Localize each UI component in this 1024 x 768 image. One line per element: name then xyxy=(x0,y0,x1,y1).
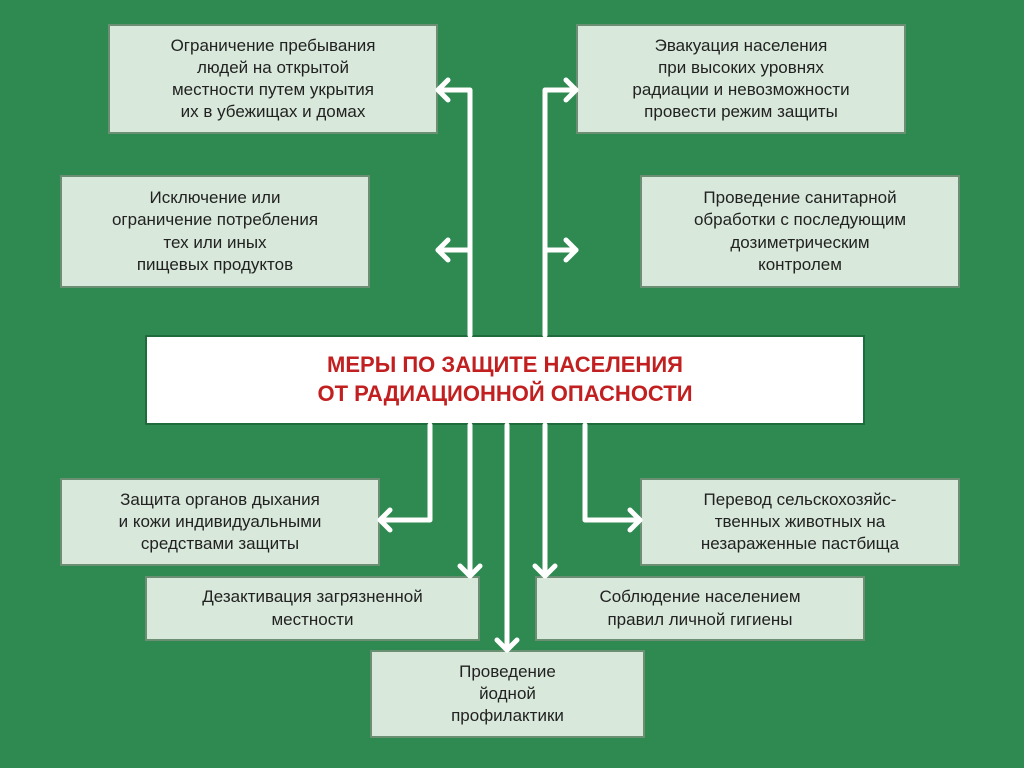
node-n3: Исключение илиограничение потреблениятех… xyxy=(60,175,370,288)
node-n4: Проведение санитарнойобработки с последу… xyxy=(640,175,960,288)
node-n6: Перевод сельскохозяйс-твенных животных н… xyxy=(640,478,960,566)
node-n9: Проведениейоднойпрофилактики xyxy=(370,650,645,738)
node-n7: Дезактивация загрязненнойместности xyxy=(145,576,480,641)
node-n1: Ограничение пребываниялюдей на открытойм… xyxy=(108,24,438,134)
node-n2: Эвакуация населенияпри высоких уровняхра… xyxy=(576,24,906,134)
center-node: МЕРЫ ПО ЗАЩИТЕ НАСЕЛЕНИЯОТ РАДИАЦИОННОЙ … xyxy=(145,335,865,425)
node-n8: Соблюдение населениемправил личной гигие… xyxy=(535,576,865,641)
center-node-text: МЕРЫ ПО ЗАЩИТЕ НАСЕЛЕНИЯОТ РАДИАЦИОННОЙ … xyxy=(317,351,692,408)
node-n5: Защита органов дыханияи кожи индивидуаль… xyxy=(60,478,380,566)
